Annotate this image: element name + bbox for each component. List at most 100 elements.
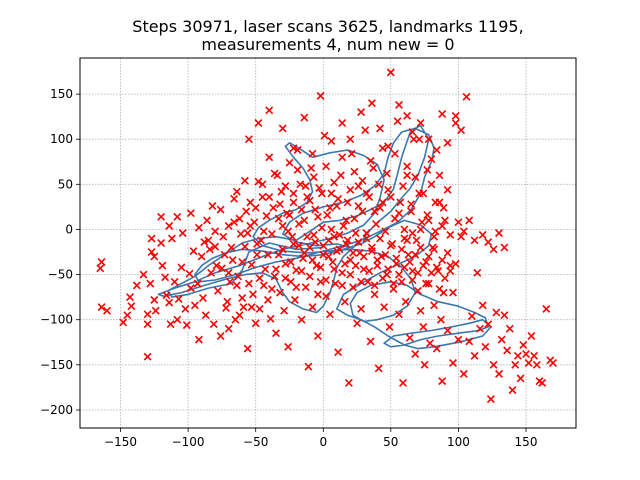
landmark-marker bbox=[403, 162, 412, 171]
landmark-marker bbox=[224, 324, 233, 333]
landmark-marker bbox=[340, 297, 349, 306]
landmark-marker bbox=[532, 360, 541, 369]
landmark-marker bbox=[470, 236, 479, 245]
landmark-marker bbox=[204, 236, 213, 245]
landmark-marker bbox=[194, 223, 203, 232]
landmark-marker bbox=[343, 198, 352, 207]
y-tick-label: −200 bbox=[40, 403, 73, 417]
landmark-marker bbox=[285, 211, 294, 219]
landmark-marker bbox=[315, 184, 324, 192]
landmark-marker bbox=[432, 146, 441, 154]
landmark-marker bbox=[201, 311, 210, 320]
landmark-marker bbox=[312, 261, 321, 270]
landmark-marker bbox=[538, 378, 547, 387]
landmark-marker bbox=[427, 155, 436, 164]
landmark-marker bbox=[322, 292, 330, 301]
landmark-marker bbox=[408, 267, 417, 275]
landmark-marker bbox=[438, 256, 447, 265]
landmark-marker bbox=[443, 138, 452, 147]
x-tick-label: −100 bbox=[172, 435, 205, 449]
landmark-marker bbox=[393, 117, 402, 126]
landmark-marker bbox=[353, 319, 362, 328]
landmark-marker bbox=[342, 216, 351, 225]
landmark-marker bbox=[347, 149, 356, 158]
landmark-marker bbox=[511, 360, 520, 369]
landmark-marker bbox=[436, 315, 445, 324]
x-tick-label: 50 bbox=[383, 435, 398, 449]
landmark-marker bbox=[366, 337, 375, 346]
landmark-marker bbox=[423, 165, 432, 174]
landmark-marker bbox=[327, 137, 336, 145]
landmark-marker bbox=[243, 229, 252, 238]
landmark-marker bbox=[197, 252, 206, 261]
landmark-marker bbox=[296, 180, 305, 189]
landmark-marker bbox=[408, 276, 417, 284]
landmark-marker bbox=[224, 221, 233, 230]
landmark-marker bbox=[443, 185, 452, 194]
landmark-marker bbox=[189, 247, 198, 256]
landmark-marker bbox=[462, 92, 471, 101]
landmark-marker bbox=[530, 351, 539, 360]
landmark-marker bbox=[199, 294, 207, 302]
landmark-marker bbox=[174, 295, 183, 303]
landmark-marker bbox=[186, 209, 195, 218]
landmark-marker bbox=[431, 198, 440, 207]
landmark-marker bbox=[367, 247, 376, 256]
landmark-marker bbox=[139, 270, 148, 279]
landmark-marker bbox=[346, 270, 355, 279]
landmark-marker bbox=[251, 319, 260, 328]
landmark-marker bbox=[476, 324, 484, 333]
landmark-marker bbox=[212, 261, 221, 270]
landmark-marker bbox=[167, 234, 176, 243]
landmark-marker bbox=[222, 304, 230, 312]
landmark-marker bbox=[254, 119, 263, 127]
landmark-marker bbox=[274, 250, 283, 259]
y-tick-label: 50 bbox=[58, 177, 73, 191]
y-tick-label: 150 bbox=[50, 87, 73, 101]
landmark-marker bbox=[308, 256, 317, 265]
landmark-marker bbox=[297, 205, 306, 214]
landmark-marker bbox=[384, 265, 393, 274]
landmark-marker bbox=[497, 335, 506, 344]
landmark-marker bbox=[311, 238, 320, 247]
landmark-marker bbox=[243, 344, 252, 353]
landmark-marker bbox=[478, 301, 487, 310]
landmark-marker bbox=[322, 276, 330, 284]
landmark-marker bbox=[301, 283, 310, 292]
landmark-marker bbox=[374, 364, 383, 373]
landmark-marker bbox=[381, 250, 390, 259]
landmark-marker bbox=[267, 285, 276, 293]
landmark-marker bbox=[238, 258, 247, 266]
landmark-marker bbox=[217, 264, 226, 273]
landmark-marker bbox=[301, 182, 310, 191]
landmark-marker bbox=[438, 221, 447, 230]
landmark-marker bbox=[372, 220, 380, 228]
landmark-marker bbox=[272, 329, 280, 338]
landmark-marker bbox=[505, 324, 514, 333]
landmark-marker bbox=[400, 225, 409, 234]
landmark-marker bbox=[97, 258, 106, 266]
x-tick-label: 150 bbox=[515, 435, 538, 449]
landmark-marker bbox=[255, 304, 264, 313]
chart-title-line-2: measurements 4, num new = 0 bbox=[201, 35, 454, 54]
landmark-marker bbox=[411, 173, 420, 182]
landmark-marker bbox=[413, 268, 422, 277]
landmark-marker bbox=[208, 202, 217, 210]
landmark-marker bbox=[277, 187, 286, 196]
landmark-marker bbox=[300, 248, 309, 257]
landmark-marker bbox=[362, 229, 371, 238]
landmark-marker bbox=[430, 301, 439, 310]
landmark-marker bbox=[284, 227, 293, 236]
landmark-marker bbox=[376, 234, 384, 243]
landmark-marker bbox=[435, 285, 444, 293]
landmark-marker bbox=[386, 193, 395, 201]
landmark-marker bbox=[359, 265, 368, 274]
landmark-marker bbox=[173, 315, 182, 324]
y-tick-label: 0 bbox=[65, 223, 73, 237]
landmark-marker bbox=[374, 180, 383, 189]
landmark-marker bbox=[465, 216, 474, 225]
landmark-marker bbox=[357, 108, 366, 117]
landmark-marker bbox=[272, 265, 280, 274]
landmark-marker bbox=[165, 221, 174, 230]
landmark-marker bbox=[319, 241, 328, 250]
